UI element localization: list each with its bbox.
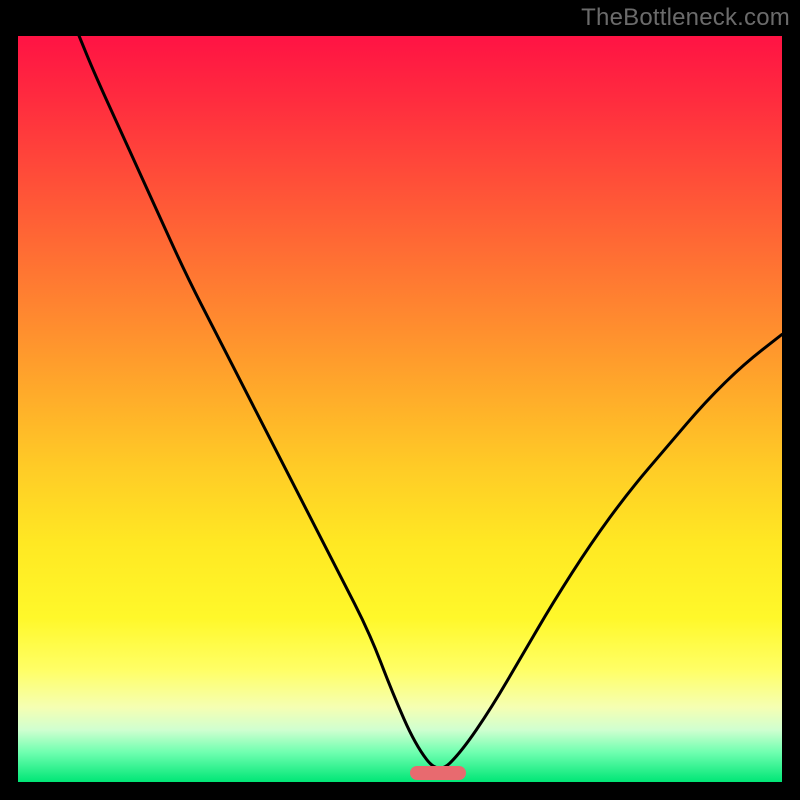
- watermark-text: TheBottleneck.com: [581, 4, 790, 32]
- plot-area: [18, 36, 782, 782]
- curve-path: [79, 36, 782, 768]
- optimum-marker: [410, 766, 466, 780]
- bottleneck-curve: [18, 36, 782, 782]
- frame-left: [0, 0, 18, 800]
- frame-bottom: [0, 782, 800, 800]
- frame-right: [782, 0, 800, 800]
